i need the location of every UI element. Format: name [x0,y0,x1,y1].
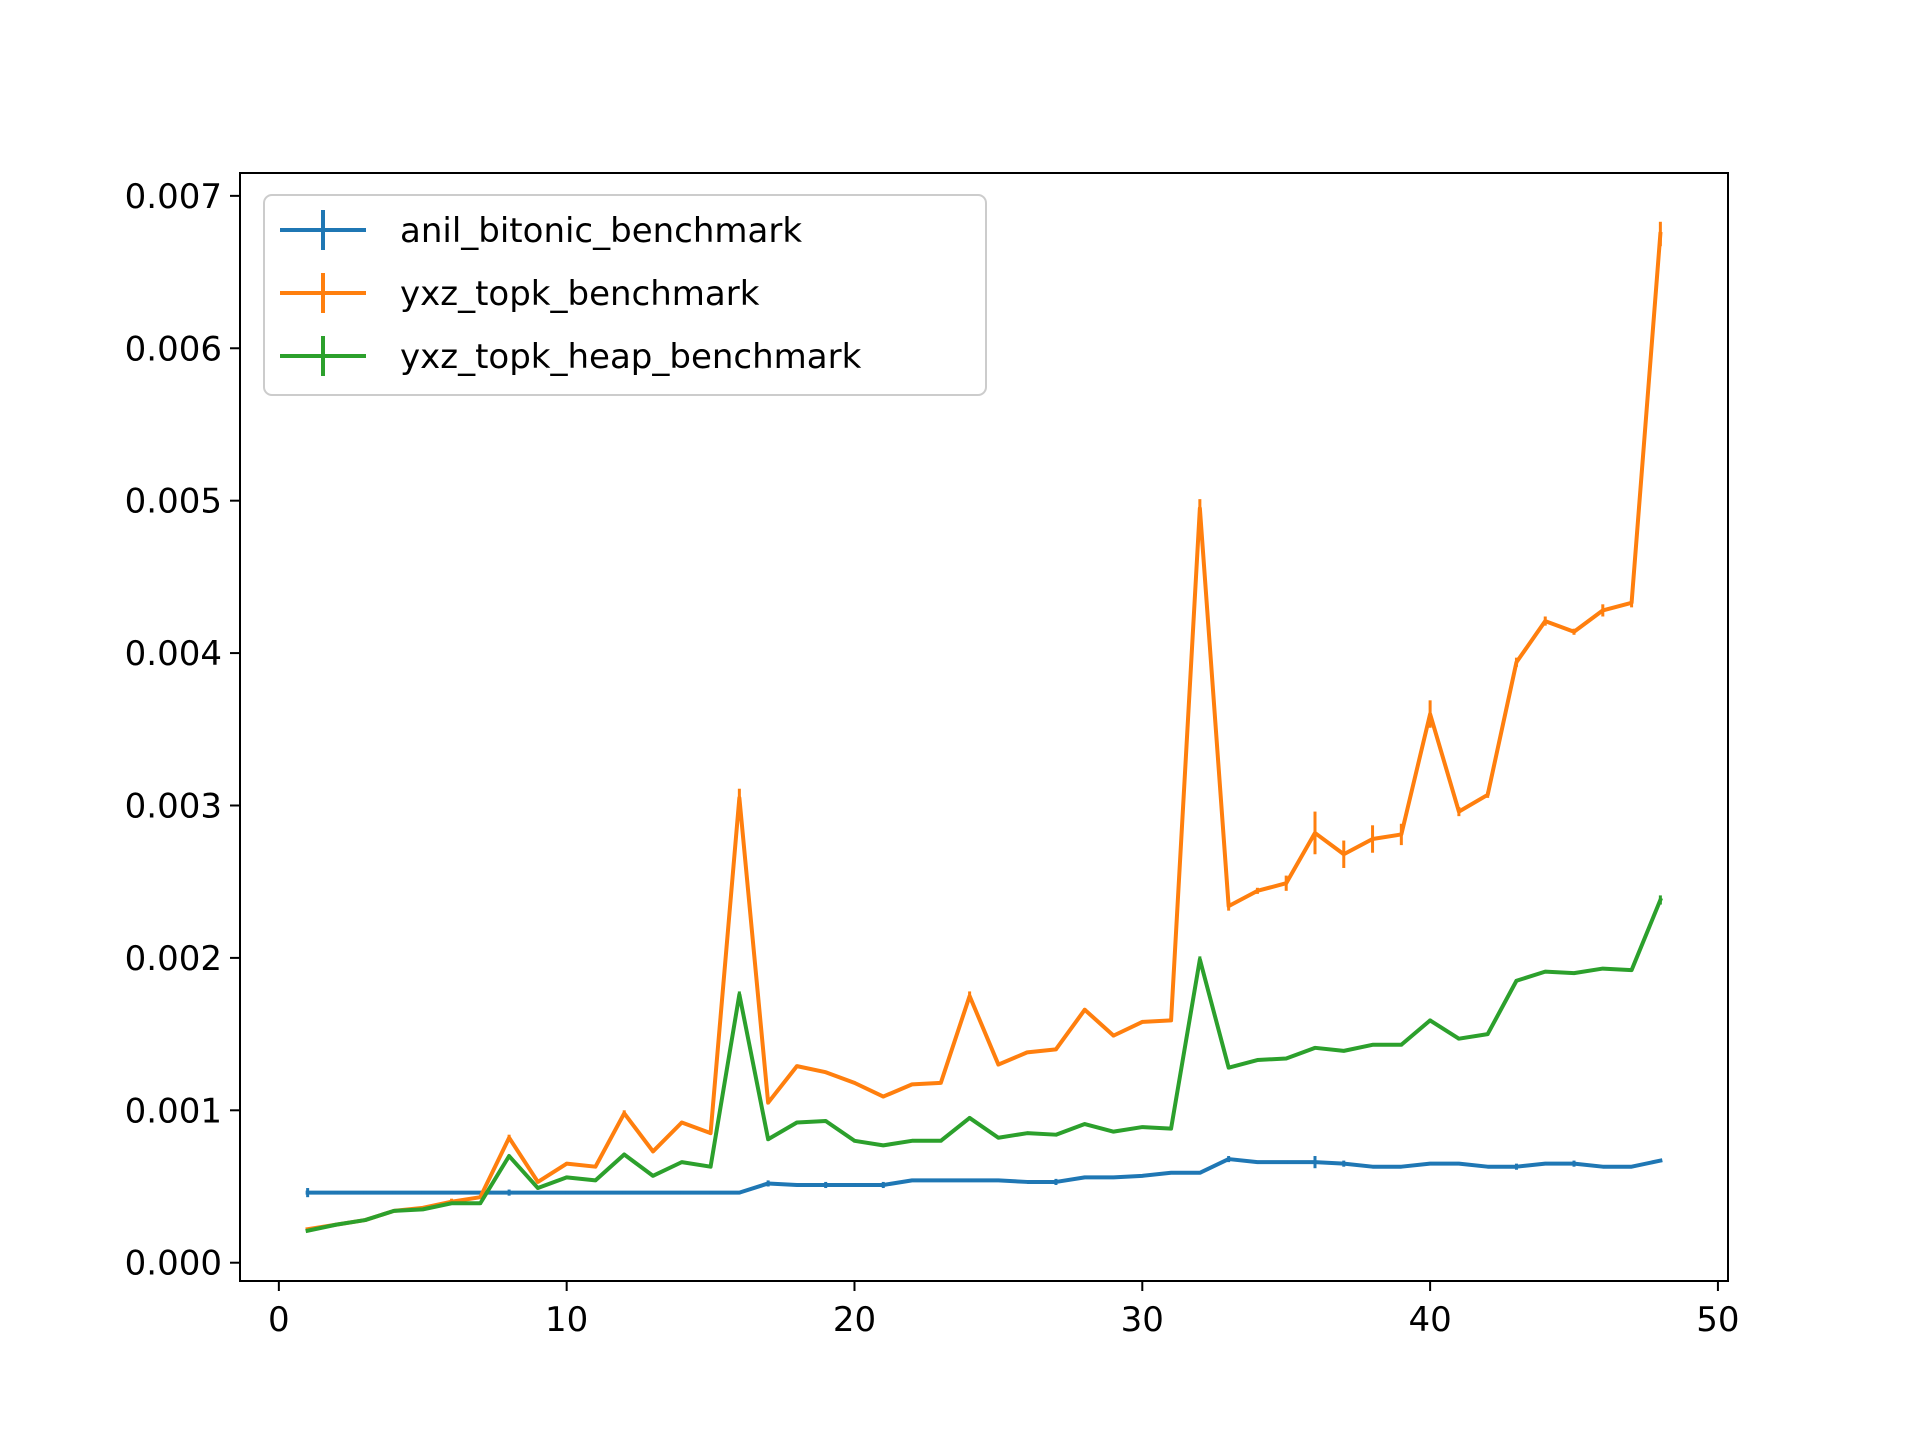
series-layer [305,221,1663,1234]
y-tick-label: 0.001 [125,1091,222,1131]
x-tick-label: 0 [268,1300,290,1340]
y-tick-label: 0.003 [125,786,222,826]
plot-frame [239,172,1729,1282]
y-tick-label: 0.007 [125,177,222,217]
series-yxz_topk_heap_benchmark [305,895,1663,1234]
x-tick-label: 40 [1408,1300,1451,1340]
legend-label: anil_bitonic_benchmark [400,211,802,251]
x-tick-label: 10 [545,1300,588,1340]
legend-item-yxz_topk_heap_benchmark: yxz_topk_heap_benchmark [280,336,862,377]
x-tick-label: 50 [1696,1300,1739,1340]
series-line-yxz_topk_heap_benchmark [305,897,1663,1234]
series-anil_bitonic_benchmark [305,1156,1663,1198]
y-tick-label: 0.006 [125,329,222,369]
y-tick-label: 0.002 [125,939,222,979]
y-tick-label: 0.005 [125,482,222,522]
legend-label: yxz_topk_heap_benchmark [400,337,862,377]
x-axis: 0 10 20 30 40 50 [268,1281,1740,1340]
legend-label: yxz_topk_benchmark [400,274,760,314]
x-tick-label: 30 [1121,1300,1164,1340]
y-tick-label: 0.004 [125,634,222,674]
legend: anil_bitonic_benchmark yxz_topk_benchmark… [263,194,987,396]
legend-item-anil_bitonic_benchmark: anil_bitonic_benchmark [280,210,802,251]
series-line-anil_bitonic_benchmark [305,1157,1663,1195]
y-tick-label: 0.000 [125,1244,222,1284]
series-line-yxz_topk_benchmark [305,231,1663,1232]
legend-box [263,194,987,396]
y-axis: 0.000 0.001 0.002 0.003 0.004 0.005 0.006 0.007 [125,177,240,1284]
legend-item-yxz_topk_benchmark: yxz_topk_benchmark [280,273,760,314]
x-tick-label: 20 [833,1300,876,1340]
